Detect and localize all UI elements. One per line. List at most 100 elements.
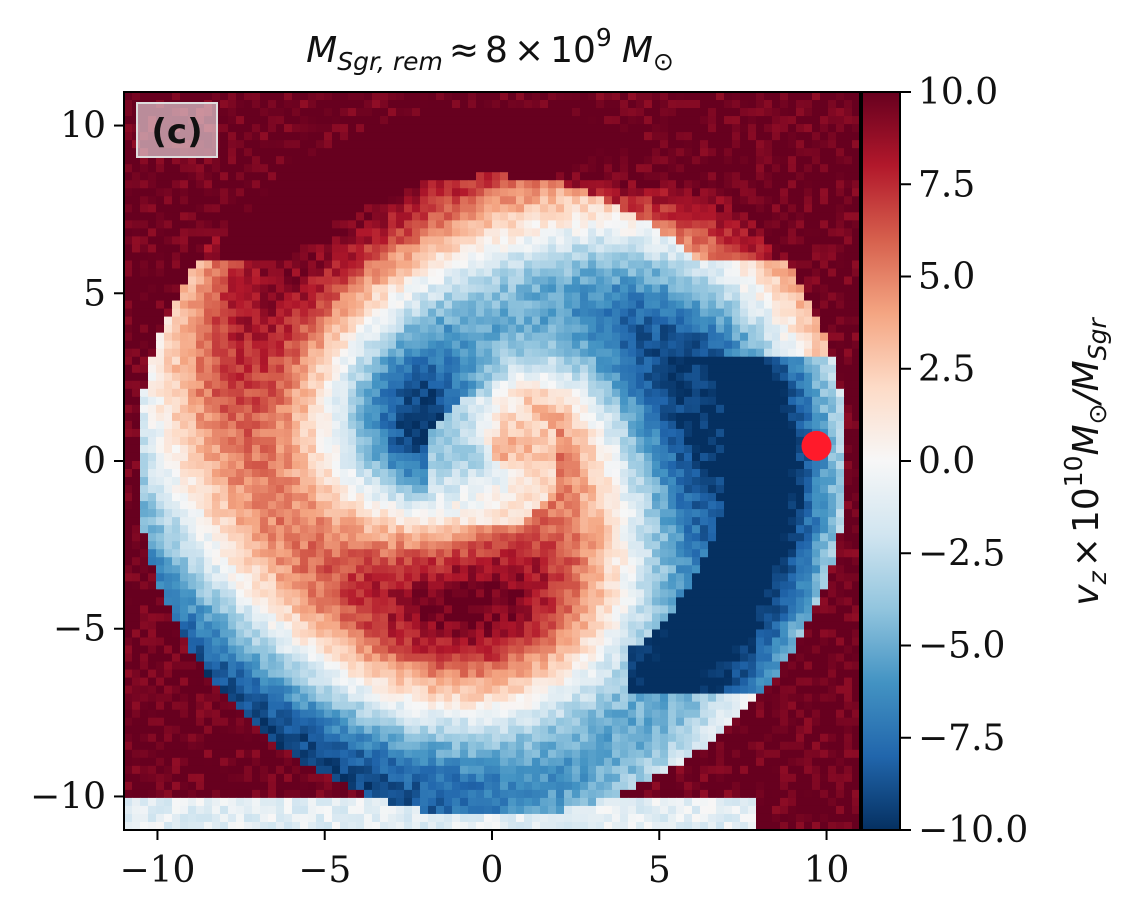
heatmap-cell — [780, 501, 789, 510]
heatmap-cell — [724, 260, 733, 270]
heatmap-cell — [180, 412, 189, 422]
heatmap-cell — [420, 172, 429, 181]
heatmap-cell — [740, 116, 749, 125]
heatmap-cell — [324, 356, 333, 366]
heatmap-cell — [676, 244, 685, 254]
heatmap-cell — [724, 493, 733, 502]
heatmap-cell — [780, 452, 789, 462]
heatmap-cell — [684, 124, 693, 133]
heatmap-cell — [388, 493, 397, 502]
heatmap-cell — [236, 228, 245, 237]
heatmap-cell — [732, 132, 741, 141]
heatmap-cell — [564, 340, 573, 350]
heatmap-cell — [452, 380, 461, 390]
heatmap-cell — [428, 356, 437, 366]
heatmap-cell — [492, 340, 501, 350]
heatmap-cell — [852, 420, 860, 430]
heatmap-cell — [292, 148, 301, 157]
heatmap-cell — [332, 188, 341, 197]
heatmap-cell — [676, 308, 685, 318]
heatmap-cell — [676, 461, 685, 470]
heatmap-cell — [812, 252, 821, 262]
heatmap-cell — [836, 477, 845, 486]
heatmap-cell — [164, 220, 173, 229]
heatmap-cell — [324, 196, 333, 205]
heatmap-cell — [612, 196, 621, 205]
heatmap-cell — [412, 244, 421, 254]
heatmap-cell — [604, 501, 613, 510]
heatmap-cell — [340, 300, 349, 310]
heatmap-cell — [780, 412, 789, 422]
heatmap-cell — [652, 388, 661, 398]
heatmap-cell — [468, 493, 477, 502]
heatmap-cell — [196, 164, 205, 173]
heatmap-cell — [772, 428, 781, 438]
heatmap-cell — [724, 244, 733, 254]
heatmap-cell — [452, 388, 461, 398]
heatmap-cell — [388, 388, 397, 398]
heatmap-cell — [356, 340, 365, 350]
heatmap-cell — [732, 116, 741, 125]
heatmap-cell — [628, 348, 637, 358]
heatmap-cell — [844, 300, 853, 310]
heatmap-cell — [340, 477, 349, 486]
heatmap-cell — [524, 148, 533, 157]
heatmap-cell — [428, 244, 437, 254]
heatmap-cell — [372, 428, 381, 438]
heatmap-cell — [716, 340, 725, 350]
heatmap-cell — [460, 324, 469, 334]
heatmap-cell — [532, 340, 541, 350]
heatmap-cell — [788, 148, 797, 157]
heatmap-cell — [244, 220, 253, 229]
heatmap-cell — [700, 404, 709, 414]
heatmap-cell — [476, 260, 485, 270]
heatmap-cell — [652, 140, 661, 149]
heatmap-cell — [316, 172, 325, 181]
heatmap-cell — [204, 220, 213, 229]
heatmap-cell — [156, 412, 165, 422]
heatmap-cell — [148, 316, 157, 326]
heatmap-cell — [580, 188, 589, 197]
heatmap-cell — [308, 404, 317, 414]
heatmap-cell — [132, 469, 141, 478]
heatmap-cell — [572, 372, 581, 382]
heatmap-cell — [708, 332, 717, 342]
heatmap-cell — [468, 396, 477, 406]
heatmap-cell — [484, 276, 493, 286]
heatmap-cell — [260, 188, 269, 197]
heatmap-cell — [740, 372, 749, 382]
heatmap-cell — [596, 348, 605, 358]
heatmap-cell — [540, 477, 549, 486]
heatmap-cell — [324, 220, 333, 229]
heatmap-cell — [172, 92, 181, 101]
heatmap-cell — [404, 276, 413, 286]
heatmap-cell — [316, 228, 325, 237]
heatmap-cell — [396, 244, 405, 254]
heatmap-cell — [668, 268, 677, 278]
heatmap-cell — [788, 236, 797, 246]
heatmap-cell — [308, 196, 317, 205]
heatmap-cell — [452, 116, 461, 125]
heatmap-cell — [756, 485, 765, 494]
heatmap-cell — [220, 316, 229, 326]
heatmap-cell — [708, 124, 717, 133]
heatmap-cell — [388, 188, 397, 197]
heatmap-cell — [484, 108, 493, 117]
heatmap-cell — [332, 501, 341, 510]
heatmap-cell — [356, 300, 365, 310]
heatmap-cell — [332, 452, 341, 462]
heatmap-cell — [788, 268, 797, 278]
heatmap-cell — [812, 485, 821, 494]
heatmap-cell — [620, 284, 629, 294]
heatmap-cell — [420, 220, 429, 229]
heatmap-cell — [260, 324, 269, 334]
heatmap-cell — [444, 300, 453, 310]
heatmap-cell — [412, 164, 421, 173]
heatmap-cell — [276, 140, 285, 149]
heatmap-cell — [140, 509, 149, 518]
heatmap-cell — [788, 284, 797, 294]
heatmap-cell — [148, 284, 157, 294]
heatmap-cell — [308, 517, 317, 526]
heatmap-cell — [820, 340, 829, 350]
heatmap-cell — [828, 116, 837, 125]
